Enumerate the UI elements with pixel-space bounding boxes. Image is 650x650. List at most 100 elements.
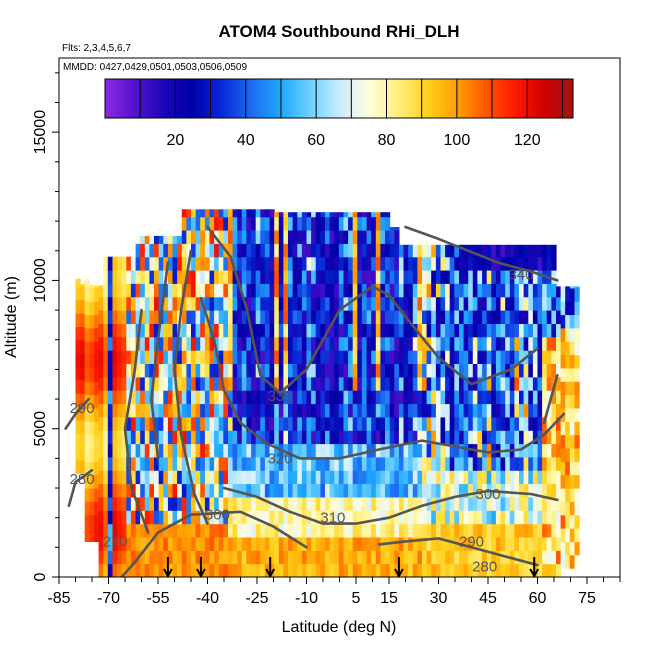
heatmap-cell <box>260 209 266 218</box>
heatmap-cell <box>195 470 201 485</box>
heatmap-cell <box>241 243 247 258</box>
heatmap-cell <box>103 483 109 498</box>
heatmap-cell <box>445 296 451 311</box>
heatmap-cell <box>556 323 562 338</box>
heatmap-cell <box>343 510 349 525</box>
heatmap-cell <box>149 235 155 244</box>
heatmap-cell <box>292 363 298 378</box>
heatmap-cell <box>454 523 460 538</box>
heatmap-cell <box>422 456 428 471</box>
heatmap-cell <box>255 323 261 338</box>
colorbar-tick-label: 100 <box>444 132 471 149</box>
heatmap-cell <box>403 376 409 391</box>
heatmap-cell <box>445 470 451 485</box>
heatmap-cell <box>417 350 423 364</box>
heatmap-cell <box>200 456 206 471</box>
heatmap-cell <box>537 256 543 271</box>
heatmap-cell <box>482 256 488 271</box>
heatmap-cell <box>223 230 229 244</box>
heatmap-cell <box>551 244 557 258</box>
heatmap-cell <box>98 285 104 298</box>
heatmap-cell <box>237 310 243 324</box>
heatmap-cell <box>334 376 340 391</box>
heatmap-cell <box>422 537 428 551</box>
heatmap-cell <box>440 270 446 284</box>
heatmap-cell <box>167 323 174 338</box>
heatmap-cell <box>357 523 363 538</box>
heatmap-cell <box>472 270 478 284</box>
heatmap-cell <box>472 563 478 577</box>
heatmap-cell <box>163 443 169 458</box>
heatmap-cell <box>154 403 160 418</box>
heatmap-cell <box>269 390 275 405</box>
heatmap-cell <box>352 270 358 284</box>
heatmap-cell <box>403 323 409 338</box>
heatmap-cell <box>278 376 284 391</box>
heatmap-cell <box>463 376 469 391</box>
heatmap-cell <box>163 243 169 258</box>
heatmap-cell <box>338 537 344 551</box>
heatmap-cell <box>569 381 575 396</box>
heatmap-cell <box>251 283 257 298</box>
heatmap-cell <box>352 496 358 511</box>
heatmap-cell <box>140 376 146 391</box>
heatmap-cell <box>320 350 326 364</box>
heatmap-cell <box>297 310 303 324</box>
heatmap-cell <box>325 563 331 577</box>
heatmap-cell <box>445 270 451 284</box>
heatmap-cell <box>297 363 303 378</box>
heatmap-cell <box>338 483 344 498</box>
heatmap-cell <box>315 456 321 471</box>
heatmap-cell <box>107 323 113 338</box>
heatmap-cell <box>158 510 164 525</box>
heatmap-cell <box>204 283 211 298</box>
heatmap-cell <box>144 283 150 298</box>
heatmap-cell <box>320 376 326 391</box>
heatmap-cell <box>449 283 455 298</box>
heatmap-cell <box>103 256 109 271</box>
heatmap-cell <box>126 296 132 311</box>
heatmap-cell <box>505 537 511 551</box>
heatmap-cell <box>463 510 469 525</box>
heatmap-cell <box>214 523 220 538</box>
heatmap-cell <box>103 537 109 551</box>
colorbar-ticks: 20 40 60 80 100 120 <box>139 79 563 149</box>
heatmap-cell <box>209 230 215 244</box>
heatmap-cell <box>264 470 271 485</box>
heatmap-cell <box>528 256 534 271</box>
heatmap-cell <box>435 270 442 284</box>
heatmap-cell <box>528 363 534 378</box>
heatmap-cell <box>491 537 497 551</box>
heatmap-cell <box>154 523 160 538</box>
heatmap-cell <box>445 563 451 577</box>
heatmap-cell <box>366 350 372 364</box>
heatmap-cell <box>537 563 543 577</box>
heatmap-cell <box>385 483 391 498</box>
heatmap-cell <box>445 523 451 538</box>
heatmap-cell <box>375 363 381 378</box>
heatmap-cell <box>320 243 326 258</box>
heatmap-cell <box>394 227 400 231</box>
heatmap-cell <box>519 550 525 565</box>
heatmap-cell <box>509 483 515 498</box>
heatmap-cell <box>269 443 275 458</box>
heatmap-cell <box>556 496 562 511</box>
heatmap-cell <box>94 488 100 502</box>
heatmap-cell <box>408 523 414 538</box>
heatmap-cell <box>329 443 335 458</box>
heatmap-cell <box>398 443 405 458</box>
heatmap-cell <box>449 470 455 485</box>
heatmap-cell <box>154 390 160 405</box>
heatmap-cell <box>112 550 118 565</box>
heatmap-cell <box>542 376 548 391</box>
heatmap-cell <box>117 470 123 485</box>
heatmap-cell <box>75 459 81 474</box>
heatmap-cell <box>301 456 308 471</box>
heatmap-cell <box>431 483 437 498</box>
heatmap-cell <box>348 363 354 378</box>
heatmap-cell <box>255 350 261 364</box>
heatmap-cell <box>546 563 552 577</box>
heatmap-cell <box>94 381 100 396</box>
heatmap-cell <box>556 563 562 577</box>
heatmap-cell <box>311 323 317 338</box>
